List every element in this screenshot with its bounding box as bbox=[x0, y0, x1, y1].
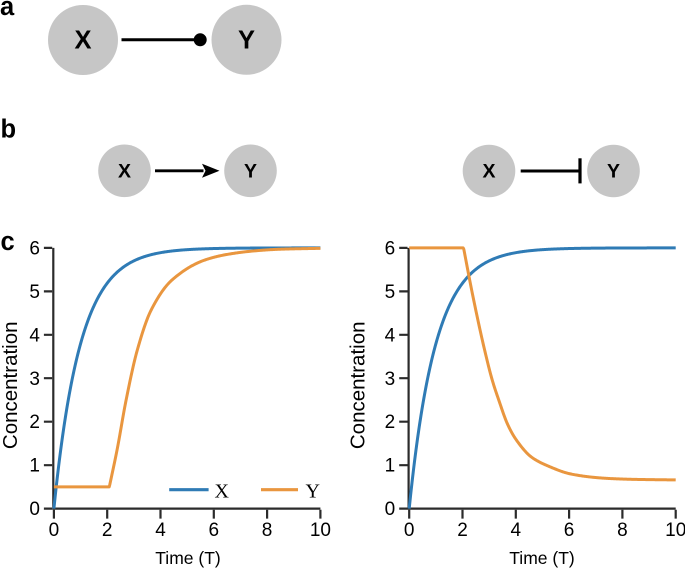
svg-text:Y: Y bbox=[238, 26, 255, 54]
svg-text:Y: Y bbox=[244, 160, 257, 182]
svg-text:Time (T): Time (T) bbox=[509, 548, 574, 568]
svg-text:3: 3 bbox=[385, 369, 396, 390]
svg-text:2: 2 bbox=[29, 412, 40, 433]
svg-text:5: 5 bbox=[385, 282, 396, 303]
svg-text:a: a bbox=[0, 0, 15, 21]
svg-text:1: 1 bbox=[385, 456, 396, 477]
svg-text:10: 10 bbox=[310, 520, 331, 541]
svg-text:8: 8 bbox=[617, 520, 628, 541]
svg-text:Y: Y bbox=[306, 481, 320, 503]
svg-text:Y: Y bbox=[607, 161, 620, 183]
svg-text:4: 4 bbox=[155, 520, 166, 541]
svg-text:Time (T): Time (T) bbox=[155, 548, 220, 568]
svg-text:0: 0 bbox=[49, 520, 60, 541]
svg-text:6: 6 bbox=[29, 238, 40, 259]
svg-text:2: 2 bbox=[385, 412, 396, 433]
svg-text:c: c bbox=[1, 228, 15, 256]
svg-text:X: X bbox=[118, 160, 131, 182]
svg-text:X: X bbox=[482, 161, 495, 183]
svg-text:3: 3 bbox=[29, 369, 40, 390]
svg-text:Concentration: Concentration bbox=[347, 321, 370, 449]
svg-text:2: 2 bbox=[102, 520, 113, 541]
svg-text:b: b bbox=[1, 115, 17, 143]
svg-text:4: 4 bbox=[511, 520, 522, 541]
svg-text:5: 5 bbox=[29, 282, 40, 303]
svg-text:0: 0 bbox=[29, 499, 40, 520]
svg-text:0: 0 bbox=[404, 520, 415, 541]
svg-text:2: 2 bbox=[457, 520, 468, 541]
svg-text:6: 6 bbox=[385, 238, 396, 259]
svg-text:X: X bbox=[215, 481, 230, 503]
svg-text:X: X bbox=[74, 27, 91, 55]
svg-text:Concentration: Concentration bbox=[0, 321, 22, 449]
svg-text:6: 6 bbox=[564, 520, 575, 541]
svg-text:4: 4 bbox=[29, 325, 40, 346]
svg-text:8: 8 bbox=[262, 520, 273, 541]
svg-text:0: 0 bbox=[385, 499, 396, 520]
svg-text:4: 4 bbox=[385, 325, 396, 346]
svg-text:10: 10 bbox=[665, 520, 685, 541]
svg-text:6: 6 bbox=[209, 520, 220, 541]
svg-text:1: 1 bbox=[29, 456, 40, 477]
